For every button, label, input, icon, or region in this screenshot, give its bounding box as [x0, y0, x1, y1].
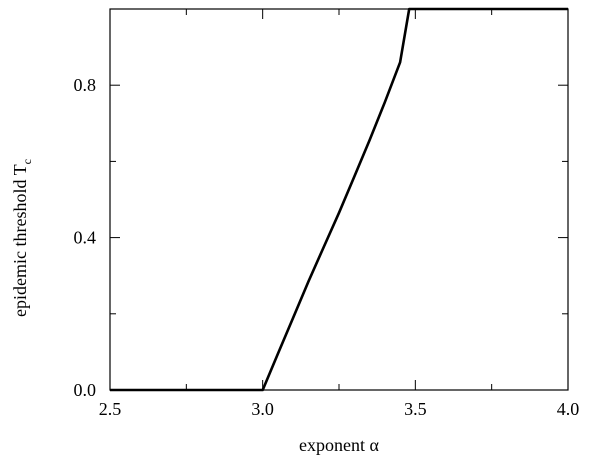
plot-frame [109, 8, 569, 391]
x-axis-label: exponent α [299, 435, 379, 455]
x-tick-label: 2.5 [99, 399, 122, 419]
y-axis-label-main: epidemic threshold T [10, 164, 30, 317]
y-tick-label: 0.8 [74, 75, 97, 95]
threshold-curve [110, 7, 568, 392]
y-tick-label: 0.4 [74, 228, 97, 248]
x-tick-label: 3.0 [251, 399, 274, 419]
y-axis-label-subscript: c [20, 159, 34, 164]
y-tick-label: 0.0 [74, 380, 97, 400]
y-axis-label: epidemic threshold Tc [10, 159, 34, 317]
x-tick-label: 4.0 [557, 399, 580, 419]
x-tick-label: 3.5 [404, 399, 427, 419]
